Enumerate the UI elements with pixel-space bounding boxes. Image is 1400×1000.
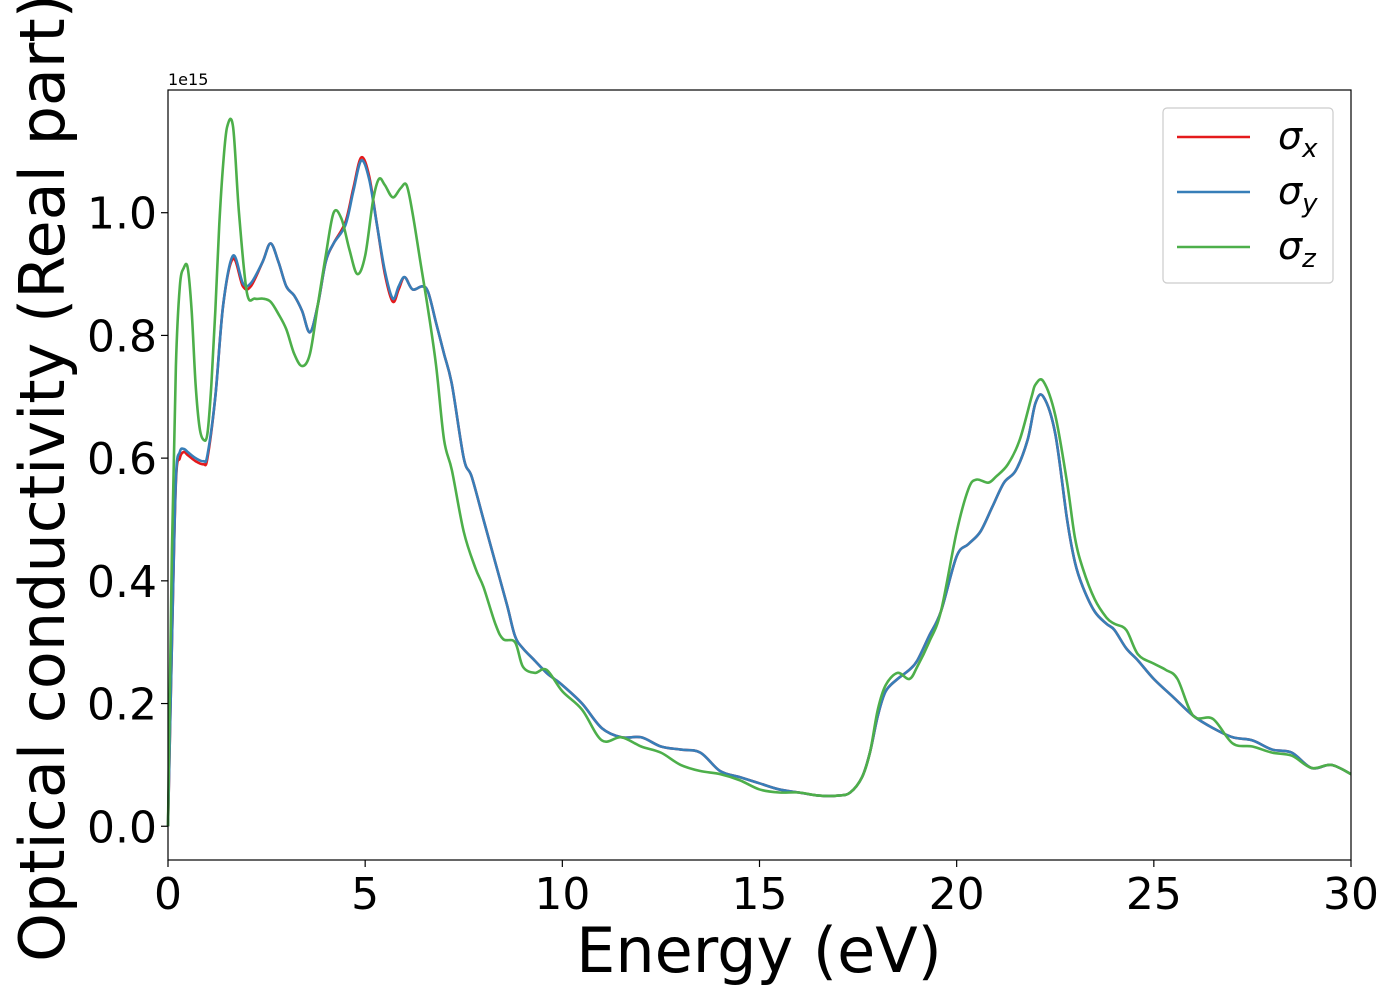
x-tick-label: 15 [732, 869, 788, 920]
y-tick-label: 0.0 [87, 802, 157, 853]
plot-background [168, 90, 1351, 860]
y-axis-ticks: 0.0 0.2 0.4 0.6 0.8 1.0 [87, 189, 168, 853]
series-line-z [166, 117, 1352, 827]
y-offset-label: 1e15 [168, 70, 208, 89]
series-line-y [166, 159, 1352, 827]
y-axis-label: Optical conductivity (Real part) [6, 0, 79, 962]
y-tick-label: 0.4 [87, 557, 157, 608]
x-tick-label: 20 [929, 869, 985, 920]
x-tick-label: 10 [534, 869, 590, 920]
x-axis-label: Energy (eV) [576, 914, 942, 987]
legend-label-y: σy [1278, 169, 1318, 219]
x-tick-label: 5 [351, 869, 379, 920]
x-axis-ticks: 0 5 10 15 20 25 30 [154, 860, 1379, 920]
legend-label-z: σz [1278, 224, 1317, 274]
legend-label-x: σx [1278, 114, 1318, 164]
x-tick-label: 30 [1323, 869, 1379, 920]
y-tick-label: 0.6 [87, 434, 157, 485]
y-tick-label: 1.0 [87, 189, 157, 240]
x-tick-label: 0 [154, 869, 182, 920]
x-tick-label: 25 [1126, 869, 1182, 920]
y-tick-label: 0.8 [87, 311, 157, 362]
series-layer [166, 117, 1352, 827]
y-tick-label: 0.2 [87, 680, 157, 731]
legend-box [1162, 107, 1334, 284]
